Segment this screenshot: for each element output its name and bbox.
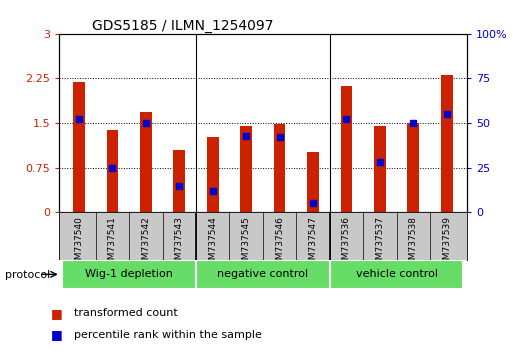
- Text: GSM737540: GSM737540: [74, 216, 84, 271]
- Bar: [307, 152, 319, 212]
- Text: GSM737544: GSM737544: [208, 216, 218, 271]
- Bar: [207, 137, 219, 212]
- Text: negative control: negative control: [218, 269, 308, 279]
- Text: percentile rank within the sample: percentile rank within the sample: [74, 330, 262, 339]
- Text: GSM737546: GSM737546: [275, 216, 284, 271]
- Text: GSM737541: GSM737541: [108, 216, 117, 271]
- Text: GSM737537: GSM737537: [376, 216, 384, 271]
- Text: GSM737536: GSM737536: [342, 216, 351, 271]
- Text: GDS5185 / ILMN_1254097: GDS5185 / ILMN_1254097: [92, 19, 273, 33]
- Bar: [196, 260, 330, 289]
- Bar: [73, 82, 85, 212]
- Bar: [107, 130, 119, 212]
- Bar: [63, 260, 196, 289]
- Text: GSM737547: GSM737547: [308, 216, 318, 271]
- Text: GSM737542: GSM737542: [142, 216, 150, 271]
- Bar: [274, 124, 285, 212]
- Text: protocol: protocol: [5, 270, 50, 280]
- Text: ■: ■: [51, 307, 63, 320]
- Text: GSM737543: GSM737543: [175, 216, 184, 271]
- Bar: [173, 150, 185, 212]
- Text: GSM737538: GSM737538: [409, 216, 418, 271]
- Text: GSM737545: GSM737545: [242, 216, 251, 271]
- Text: Wig-1 depletion: Wig-1 depletion: [85, 269, 173, 279]
- Bar: [140, 112, 152, 212]
- Bar: [407, 123, 419, 212]
- Bar: [441, 75, 452, 212]
- Bar: [330, 260, 463, 289]
- Bar: [341, 86, 352, 212]
- Text: transformed count: transformed count: [74, 308, 178, 318]
- Text: ■: ■: [51, 328, 63, 341]
- Text: GSM737539: GSM737539: [442, 216, 451, 271]
- Bar: [374, 126, 386, 212]
- Bar: [241, 126, 252, 212]
- Text: vehicle control: vehicle control: [356, 269, 438, 279]
